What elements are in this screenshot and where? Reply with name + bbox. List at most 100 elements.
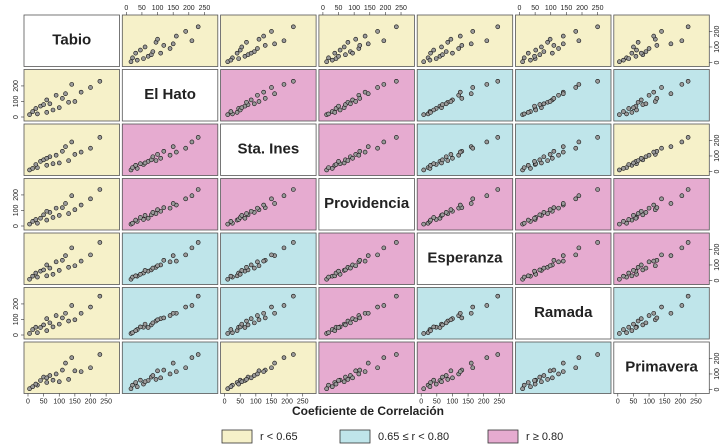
point: [556, 46, 561, 51]
point: [428, 328, 433, 333]
point: [456, 46, 462, 51]
point: [248, 97, 254, 103]
point: [431, 215, 437, 220]
point: [573, 252, 579, 258]
point: [60, 315, 65, 321]
point: [362, 149, 368, 155]
point: [56, 321, 62, 327]
point: [362, 33, 368, 39]
point: [348, 265, 353, 271]
point: [621, 327, 626, 332]
y-tick-label: 0: [13, 333, 20, 337]
point: [189, 38, 195, 44]
point: [150, 49, 156, 54]
point: [560, 360, 566, 366]
x-tick-label: 0: [616, 398, 620, 405]
point: [56, 213, 62, 218]
point: [433, 381, 439, 387]
point: [336, 159, 341, 164]
point: [365, 144, 371, 149]
point: [53, 259, 59, 265]
point: [261, 369, 266, 374]
point: [150, 265, 156, 271]
point: [161, 43, 167, 48]
point: [56, 268, 62, 273]
point: [621, 57, 626, 63]
point: [44, 97, 50, 103]
point: [528, 384, 533, 390]
point: [236, 381, 241, 387]
panel: [416, 14, 514, 67]
legend-swatch: [339, 429, 371, 444]
point: [375, 252, 380, 258]
point: [183, 29, 188, 34]
point: [528, 57, 533, 63]
point: [195, 135, 201, 140]
point: [150, 373, 156, 378]
point: [167, 371, 173, 377]
point: [573, 29, 579, 34]
point: [357, 149, 363, 154]
point: [174, 33, 179, 39]
point: [60, 205, 65, 210]
y-tick-label: 200: [13, 80, 20, 92]
point: [532, 159, 537, 164]
point: [484, 139, 490, 145]
point: [261, 33, 266, 39]
point: [228, 327, 234, 332]
point: [457, 149, 463, 155]
point: [225, 331, 231, 336]
point: [445, 40, 451, 45]
point: [626, 106, 632, 111]
point: [153, 377, 159, 382]
point: [133, 328, 138, 333]
point: [537, 102, 543, 107]
point: [53, 313, 59, 318]
point: [56, 379, 62, 385]
point: [329, 384, 335, 390]
point: [576, 355, 582, 360]
panel: [515, 14, 612, 67]
point: [341, 379, 347, 385]
diagonal-panel: [23, 14, 120, 67]
point: [88, 196, 93, 202]
point: [643, 210, 649, 215]
x-tick-label: 50: [40, 398, 48, 405]
point: [629, 273, 635, 279]
point: [421, 112, 427, 117]
point: [145, 215, 151, 221]
point: [631, 105, 636, 110]
point: [44, 208, 50, 214]
point: [174, 369, 179, 374]
point: [170, 144, 176, 149]
point: [336, 268, 341, 274]
variable-name: El Hato: [144, 86, 196, 103]
diagonal-panel: [121, 69, 219, 122]
x-tick-label: 150: [266, 398, 278, 405]
point: [654, 96, 660, 101]
point: [345, 377, 351, 382]
point: [30, 109, 35, 114]
point: [631, 321, 636, 327]
y-tick-label: 100: [714, 41, 721, 53]
point: [640, 322, 646, 328]
variable-name: Providencia: [324, 195, 410, 212]
point: [621, 166, 626, 171]
point: [421, 331, 427, 336]
point: [621, 273, 626, 279]
point: [348, 101, 353, 107]
point: [261, 89, 266, 95]
point: [521, 165, 527, 170]
point: [362, 258, 368, 264]
point: [56, 105, 62, 110]
point: [161, 205, 167, 210]
point: [155, 207, 160, 212]
x-tick-label: 250: [100, 398, 112, 405]
point: [576, 193, 582, 199]
point: [130, 55, 135, 61]
point: [362, 369, 368, 374]
point: [629, 50, 635, 56]
y-tick-label: 100: [714, 259, 721, 271]
point: [576, 139, 582, 145]
point: [189, 355, 195, 360]
